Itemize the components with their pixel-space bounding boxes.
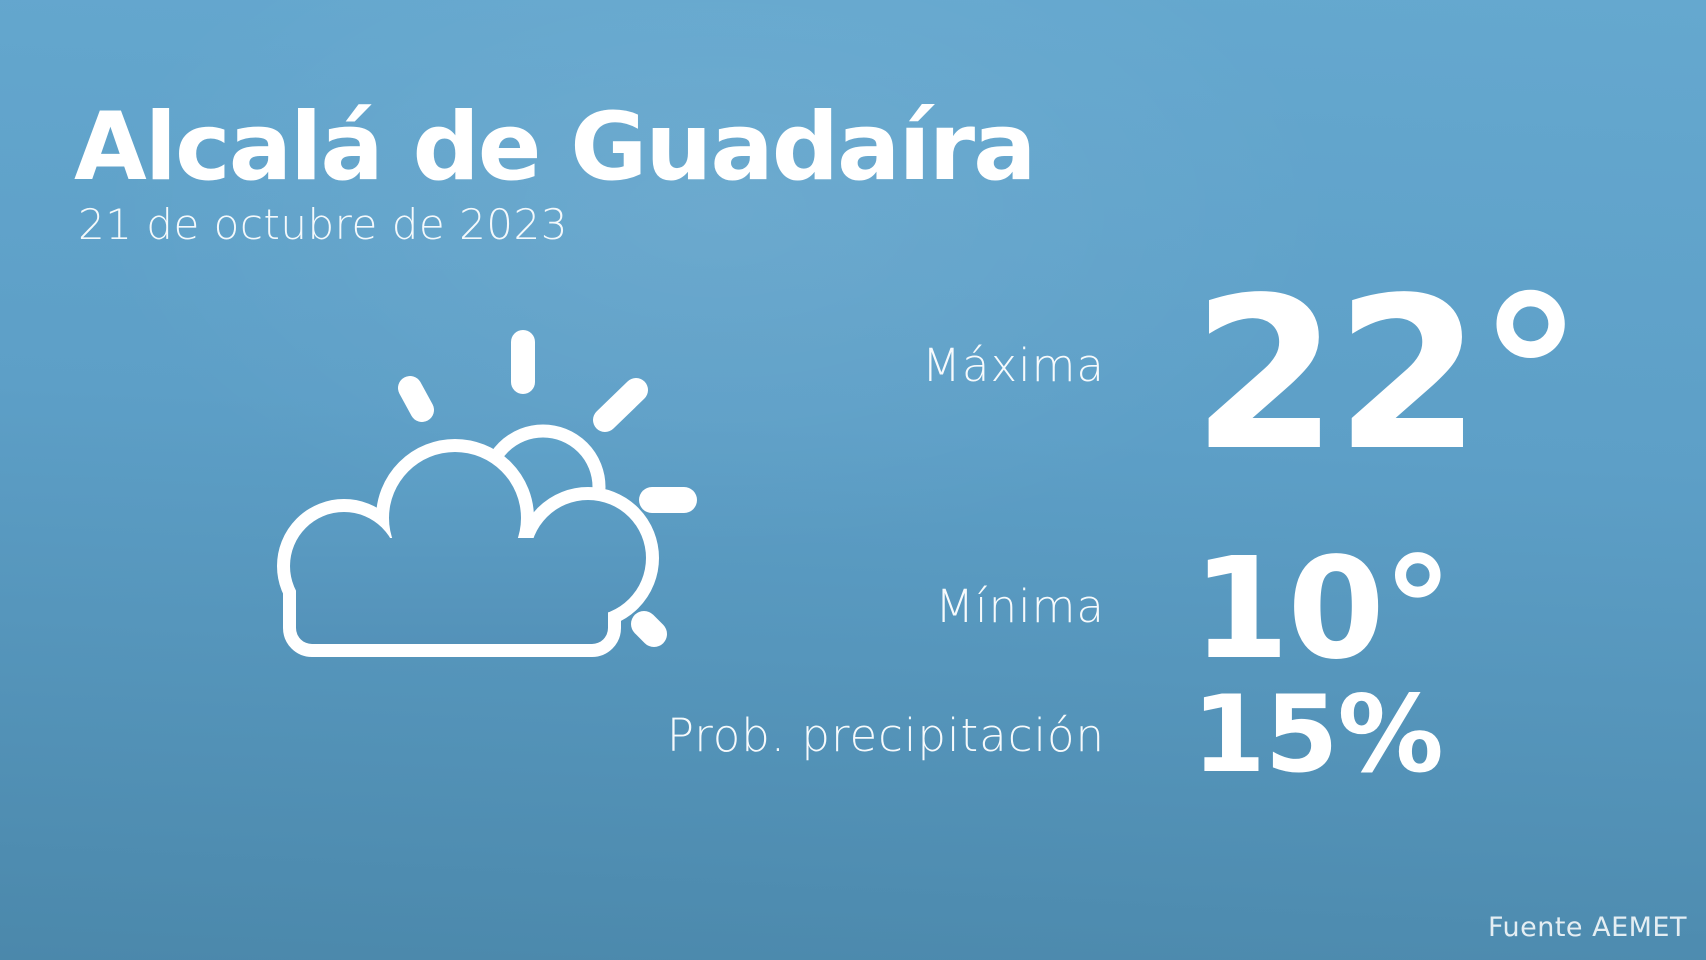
sun-behind-cloud-icon xyxy=(240,310,700,660)
min-temp-label: Mínima xyxy=(935,579,1105,633)
metric-row-max: Máxima 22° xyxy=(0,255,1706,495)
forecast-date: 21 de octubre de 2023 xyxy=(78,200,568,249)
precipitation-value: 15% xyxy=(1192,673,1444,796)
max-temp-value: 22° xyxy=(1192,252,1583,497)
metric-row-min: Mínima 10° xyxy=(0,500,1706,720)
min-temp-value: 10° xyxy=(1192,528,1453,691)
data-source-credit: Fuente AEMET xyxy=(1487,912,1687,943)
precipitation-label: Prob. precipitación xyxy=(666,708,1105,762)
max-temp-label: Máxima xyxy=(922,338,1105,392)
page-title: Alcalá de Guadaíra xyxy=(74,93,1037,202)
metric-row-precipitation: Prob. precipitación 15% xyxy=(0,660,1706,810)
